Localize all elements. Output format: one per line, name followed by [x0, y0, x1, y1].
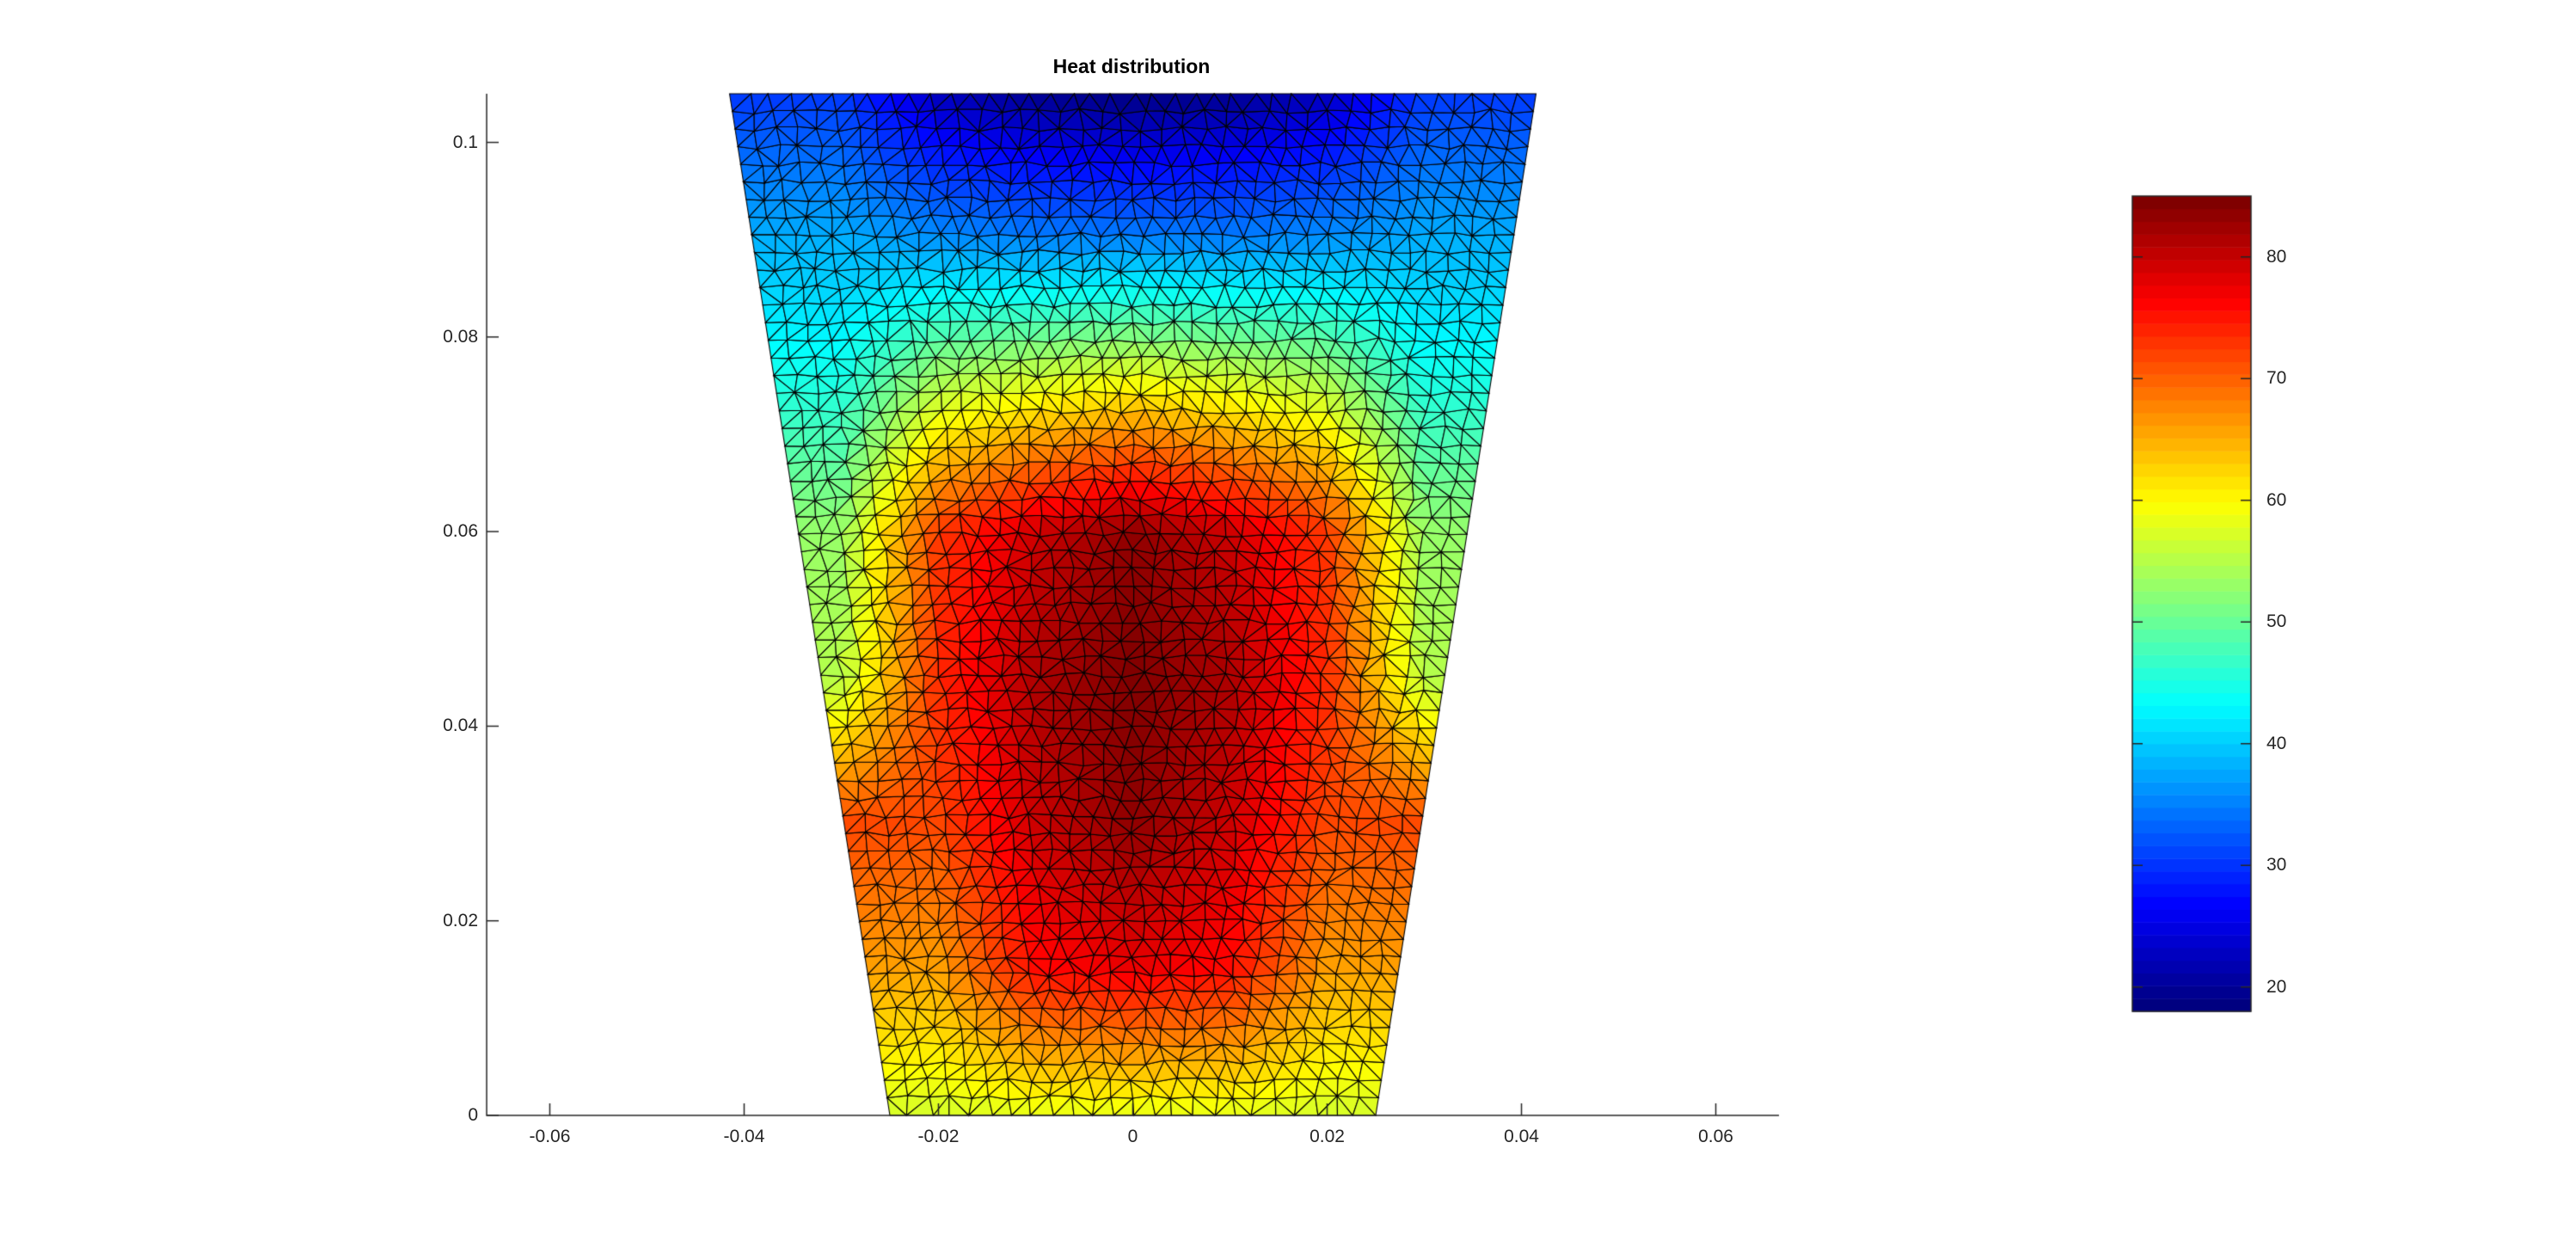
- colorbar-tick-label: 80: [2266, 246, 2287, 267]
- colorbar-tick-label: 40: [2266, 733, 2287, 753]
- y-tick-label: 0.04: [443, 716, 478, 736]
- colorbar-tick-label: 50: [2266, 611, 2287, 632]
- x-tick-label: 0.04: [1504, 1127, 1539, 1146]
- x-tick-label: 0: [1127, 1127, 1138, 1146]
- y-tick-label: 0.06: [443, 521, 478, 542]
- y-tick-label: 0.02: [443, 910, 478, 931]
- y-tick-label: 0.1: [452, 132, 478, 152]
- y-tick-label: 0.08: [443, 326, 478, 347]
- colorbar-tick-label: 70: [2266, 368, 2287, 389]
- x-tick-label: -0.06: [529, 1127, 571, 1146]
- x-tick-label: 0.02: [1309, 1127, 1345, 1146]
- colorbar-tick-label: 20: [2266, 976, 2287, 997]
- colorbar-tick-label: 30: [2266, 855, 2287, 875]
- x-tick-label: -0.04: [723, 1127, 765, 1146]
- x-tick-label: -0.02: [917, 1127, 960, 1146]
- chart-title: Heat distribution: [1052, 55, 1211, 77]
- x-tick-label: 0.06: [1698, 1127, 1733, 1146]
- colorbar-tick-label: 60: [2266, 489, 2287, 510]
- y-tick-label: 0: [468, 1105, 478, 1125]
